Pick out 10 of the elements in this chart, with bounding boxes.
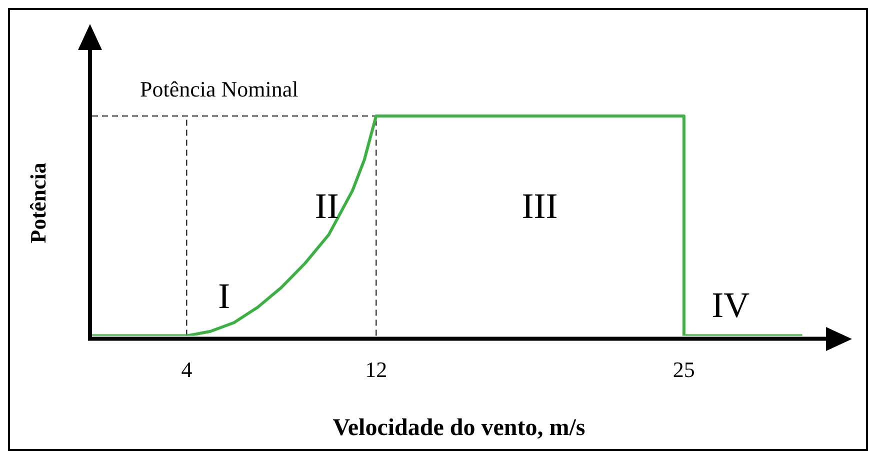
annotation: IV xyxy=(712,285,750,326)
annotation: III xyxy=(522,186,558,226)
x-tick-label: 25 xyxy=(672,356,695,382)
x-axis-title: Velocidade do vento, m/s xyxy=(332,414,586,441)
annotation: I xyxy=(218,276,230,316)
annotation: II xyxy=(314,186,339,226)
x-tick-label: 12 xyxy=(365,356,388,382)
x-tick-label: 4 xyxy=(181,356,192,382)
y-axis-title: Potência xyxy=(26,162,51,244)
ref-line-label: Potência Nominal xyxy=(140,76,298,102)
